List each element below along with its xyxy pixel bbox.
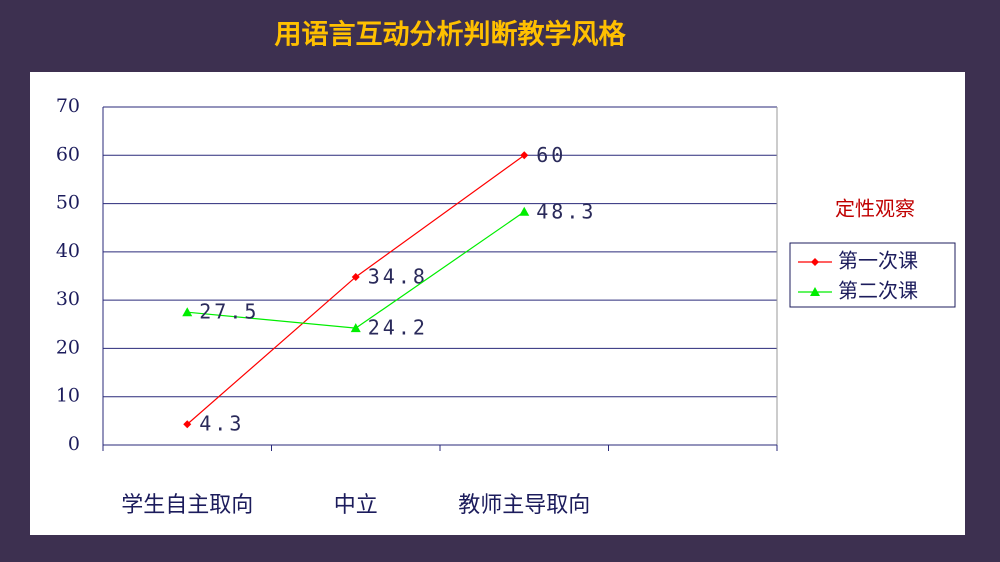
x-tick-label: 中立 xyxy=(334,493,378,518)
legend-label: 第二次课 xyxy=(838,279,918,303)
data-label: 48.3 xyxy=(536,199,596,223)
y-tick-label: 70 xyxy=(56,95,80,117)
y-tick-label: 30 xyxy=(56,288,80,310)
marker xyxy=(350,323,361,333)
marker xyxy=(183,420,192,429)
y-tick-label: 40 xyxy=(56,240,80,262)
x-tick-label: 教师主导取向 xyxy=(458,493,590,518)
marker xyxy=(810,287,820,296)
data-label: 34.8 xyxy=(368,264,428,288)
marker xyxy=(351,272,360,281)
legend-label: 第一次课 xyxy=(838,249,918,273)
y-tick-label: 60 xyxy=(56,143,80,165)
data-label: 27.5 xyxy=(199,300,259,324)
data-label: 4.3 xyxy=(199,412,244,436)
y-tick-label: 10 xyxy=(56,385,80,407)
marker xyxy=(519,206,530,216)
data-label: 60 xyxy=(536,143,566,167)
legend-box xyxy=(789,242,956,308)
data-label: 24.2 xyxy=(368,316,428,340)
chart-title: 用语言互动分析判断教学风格 xyxy=(275,19,627,51)
x-tick-label: 学生自主取向 xyxy=(121,493,253,518)
marker xyxy=(811,258,819,266)
marker xyxy=(182,307,193,317)
y-tick-label: 0 xyxy=(68,433,80,455)
y-tick-label: 50 xyxy=(56,192,80,214)
marker xyxy=(520,151,529,160)
y-tick-label: 20 xyxy=(56,336,80,358)
legend-title: 定性观察 xyxy=(835,197,915,221)
